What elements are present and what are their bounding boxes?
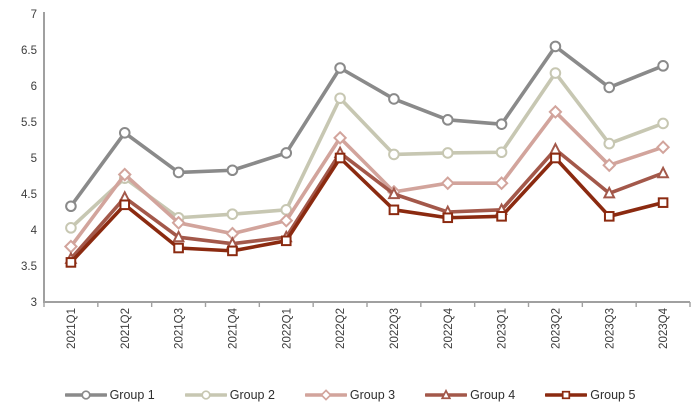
legend-circle-icon <box>184 390 227 400</box>
data-point-group-4-2023q3 <box>602 185 616 199</box>
series-group-2 <box>65 67 669 234</box>
data-point-group-4-2021q3 <box>172 229 186 243</box>
plot-area: 3 3.5 4 4.5 5 5.5 6 6.5 7 2021Q1 2021Q2 2021Q3 2021Q… <box>21 9 691 349</box>
data-point-group-2-2023q4 <box>657 117 669 130</box>
series-group-1-line <box>69 44 665 209</box>
x-axis-tick-label-2022q4: 2022Q4 <box>443 307 455 349</box>
legend-marker-sample <box>440 388 452 400</box>
legend-item-group-2: Group 2 <box>184 388 275 402</box>
y-axis-tick-label: 6 <box>31 81 37 93</box>
x-axis-tick-label-2023q4: 2023Q4 <box>658 307 670 349</box>
legend-triangle-icon <box>425 388 468 400</box>
data-point-group-3-2021q2 <box>117 167 132 182</box>
data-point-group-3-2022q2 <box>333 130 348 145</box>
legend-diamond-icon <box>304 389 347 401</box>
data-point-group-5-2023q2 <box>550 152 561 164</box>
x-axis-tick-label-2023q2: 2023Q2 <box>550 308 562 349</box>
data-point-group-3-2023q4 <box>656 140 671 155</box>
series-group-5-line <box>69 156 665 265</box>
legend-marker-sample <box>562 390 571 400</box>
data-point-group-5-2022q4 <box>442 212 454 224</box>
y-axis-tick-label: 7 <box>31 9 37 21</box>
data-point-group-3-2022q4 <box>440 176 455 191</box>
data-point-group-1-2021q2 <box>118 127 131 139</box>
data-point-group-4-2022q3 <box>387 186 401 200</box>
data-point-group-1-2021q4 <box>226 164 239 177</box>
data-point-group-1-2023q2 <box>549 40 562 53</box>
legend-label: Group 5 <box>590 388 636 402</box>
data-point-group-5-2022q3 <box>388 204 400 216</box>
series-group-1 <box>65 40 669 213</box>
data-point-group-5-2021q4 <box>227 245 238 257</box>
legend-item-group-5: Group 5 <box>545 388 635 402</box>
y-axis-tick-label: 4 <box>31 225 38 237</box>
data-point-group-4-2023q4 <box>656 165 670 179</box>
x-axis-tick-label-2021q3: 2021Q3 <box>174 308 186 349</box>
x-axis-tick-label-2021q2: 2021Q2 <box>120 308 132 349</box>
data-point-group-2-2023q1 <box>495 146 508 159</box>
series-group-5 <box>65 152 669 268</box>
data-point-group-3-2023q1 <box>494 176 509 191</box>
data-point-group-1-2022q1 <box>280 147 293 159</box>
x-axis-tick-label-2023q1: 2023Q1 <box>497 308 509 349</box>
x-axis-tick-label-2021q1: 2021Q1 <box>66 308 78 349</box>
series-group-2-line <box>69 71 665 230</box>
data-point-group-2-2023q2 <box>549 67 562 79</box>
data-point-group-2-2022q3 <box>388 148 400 161</box>
legend-label: Group 3 <box>349 388 396 402</box>
data-point-group-5-2021q1 <box>65 257 77 268</box>
data-point-group-5-2021q2 <box>119 199 131 211</box>
data-point-group-1-2022q4 <box>441 114 454 126</box>
legend-item-group-3: Group 3 <box>304 388 396 402</box>
data-point-group-3-2022q1 <box>279 213 294 228</box>
data-point-group-1-2023q4 <box>657 60 669 72</box>
data-point-group-1-2021q3 <box>172 166 185 179</box>
x-axis-tick-label-2023q3: 2023Q3 <box>604 308 616 349</box>
data-point-group-5-2023q1 <box>496 211 507 222</box>
x-axis-tick-label-2022q1: 2022Q1 <box>281 308 293 349</box>
data-point-group-1-2023q1 <box>495 118 508 130</box>
data-point-group-1-2021q1 <box>65 200 77 213</box>
data-point-group-5-2022q2 <box>334 152 346 164</box>
data-point-group-3-2021q3 <box>171 215 186 230</box>
data-point-group-1-2022q2 <box>334 62 346 74</box>
chart-legend: Group 1 Group 2 Group 3 Group 4 Group 5 <box>0 388 700 402</box>
data-point-group-2-2021q1 <box>65 222 77 234</box>
data-point-group-2-2023q3 <box>603 137 616 150</box>
data-point-group-5-2022q1 <box>280 235 292 247</box>
legend-item-group-4: Group 4 <box>425 388 515 402</box>
legend-marker-sample <box>201 390 211 400</box>
y-axis-tick-label: 5.5 <box>21 117 37 129</box>
legend-marker-sample <box>80 390 91 400</box>
x-axis-tick-label-2022q2: 2022Q2 <box>335 308 347 349</box>
legend-item-group-1: Group 1 <box>64 388 155 402</box>
data-point-group-3-2023q3 <box>602 158 617 173</box>
legend-label: Group 4 <box>470 388 516 402</box>
legend-label: Group 1 <box>109 388 155 402</box>
legend-label: Group 2 <box>229 388 275 402</box>
y-axis-tick-label: 3.5 <box>21 261 37 273</box>
data-point-group-5-2023q4 <box>657 197 669 208</box>
y-axis-tick-label: 5 <box>31 153 37 165</box>
y-axis-tick-label: 4.5 <box>21 189 37 201</box>
legend-circle-icon <box>64 390 107 400</box>
legend-marker-sample <box>320 389 332 401</box>
x-axis-tick-label-2022q3: 2022Q3 <box>389 308 401 349</box>
y-axis-tick-label: 6.5 <box>21 45 37 57</box>
data-point-group-2-2022q2 <box>334 92 346 105</box>
data-point-group-2-2022q4 <box>441 147 454 159</box>
series-group-3-line <box>69 110 665 249</box>
data-point-group-1-2022q3 <box>388 93 400 105</box>
series-group-4-line <box>69 147 665 261</box>
data-point-group-5-2023q3 <box>603 211 615 222</box>
x-axis-tick-label-2021q4: 2021Q4 <box>227 307 239 349</box>
data-point-group-5-2021q3 <box>173 242 184 254</box>
data-point-group-3-2023q2 <box>548 104 563 119</box>
data-point-group-1-2023q3 <box>603 81 616 94</box>
y-axis-tick-label: 3 <box>31 297 37 309</box>
data-point-group-4-2023q2 <box>548 141 562 155</box>
data-point-group-2-2021q4 <box>226 208 239 220</box>
legend-square-icon <box>545 390 588 400</box>
